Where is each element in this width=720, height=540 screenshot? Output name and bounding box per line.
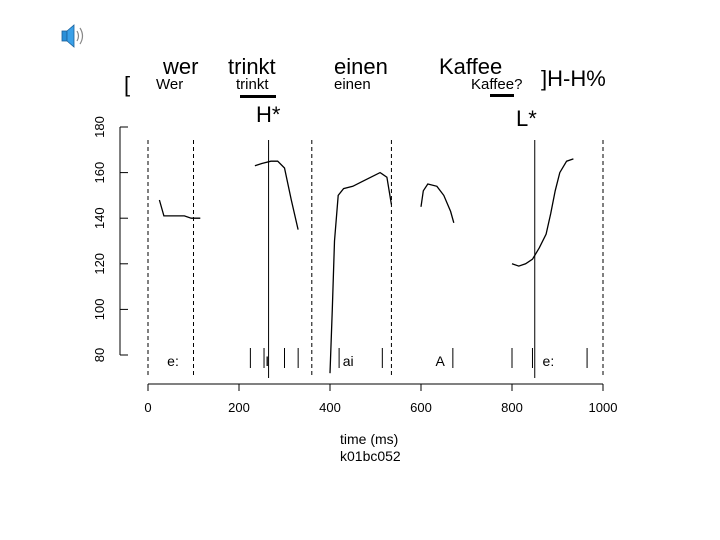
- transcript-kaffee: Kaffee?: [471, 76, 523, 93]
- accent-l-star: L*: [516, 106, 537, 131]
- y-tick-label-0: 80: [92, 348, 107, 362]
- transcript-einen: einen: [334, 76, 371, 93]
- word-kaffee: Kaffee: [439, 54, 503, 79]
- word-wer: wer: [163, 54, 199, 79]
- y-tick-label-3: 140: [92, 207, 107, 229]
- x-tick-label-4: 800: [501, 400, 523, 415]
- pitch-curve-0: [158, 199, 201, 219]
- segment-label-2: ai: [343, 353, 354, 369]
- pitch-curve-3: [420, 183, 455, 223]
- x-tick-label-0: 0: [144, 400, 151, 415]
- segment-label-0: e:: [167, 353, 179, 369]
- word-trinkt: trinkt: [228, 54, 276, 79]
- x-axis-label: time (ms): [340, 431, 399, 447]
- pitch-curve-1: [254, 160, 299, 230]
- x-tick-label-2: 400: [319, 400, 341, 415]
- chart-caption: k01bc052: [340, 448, 401, 464]
- transcript-wer: Wer: [156, 76, 184, 93]
- x-tick-label-3: 600: [410, 400, 432, 415]
- accent-h-star: H*: [256, 102, 281, 127]
- y-tick-label-4: 160: [92, 162, 107, 184]
- transcript-trinkt: trinkt: [236, 76, 269, 93]
- speaker-icon[interactable]: [60, 22, 88, 50]
- y-tick-label-1: 100: [92, 299, 107, 321]
- boundary-tone: ]H-H%: [541, 66, 606, 91]
- x-tick-label-1: 200: [228, 400, 250, 415]
- y-tick-label-5: 180: [92, 116, 107, 138]
- accent-underline-kaffee: [490, 94, 514, 97]
- word-einen: einen: [334, 54, 388, 79]
- segment-label-3: A: [435, 353, 445, 369]
- y-tick-label-2: 120: [92, 253, 107, 275]
- segment-label-1: I: [265, 353, 269, 369]
- pitch-curve-4: [511, 158, 574, 267]
- open-bracket: [: [124, 72, 131, 97]
- accent-underline-trinkt: [240, 95, 276, 98]
- segment-label-4: e:: [543, 353, 555, 369]
- pitch-curve-2: [329, 171, 393, 374]
- x-tick-label-5: 1000: [589, 400, 618, 415]
